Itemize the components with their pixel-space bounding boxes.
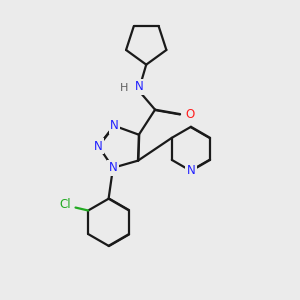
Text: Cl: Cl xyxy=(60,198,71,211)
Text: N: N xyxy=(135,80,144,93)
Text: H: H xyxy=(120,83,128,94)
Text: N: N xyxy=(187,164,195,178)
Text: N: N xyxy=(109,161,117,174)
Text: O: O xyxy=(186,108,195,121)
Text: N: N xyxy=(110,119,119,132)
Text: N: N xyxy=(94,140,103,153)
